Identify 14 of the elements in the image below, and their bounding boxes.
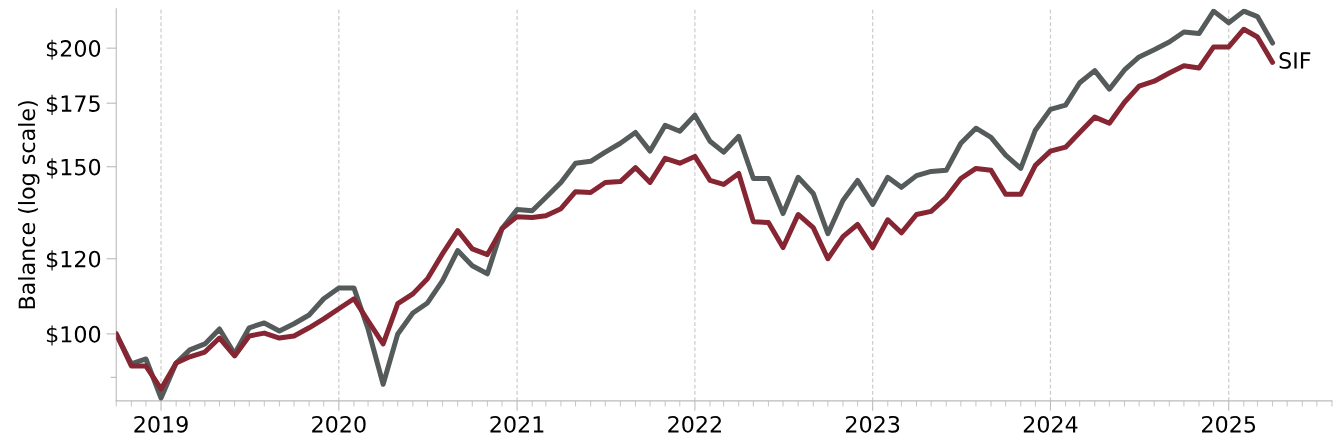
y-tick-label: $200 [46,39,101,60]
x-tick-label: 2023 [846,415,900,433]
y-axis-title: Balance (log scale) [18,101,40,309]
y-tick-label: $120 [46,250,101,271]
x-tick-label: 2021 [490,415,544,433]
x-tick-label: 2024 [1023,415,1078,433]
y-tick-label: $150 [46,158,101,179]
y-tick-label: $175 [46,94,100,115]
series-label: SIF [1279,52,1311,69]
y-tick-label: $100 [46,325,101,346]
x-tick-label: 2019 [134,415,188,433]
x-tick-label: 2022 [668,415,721,433]
x-tick-label: 2025 [1202,415,1256,433]
x-tick-label: 2020 [312,415,366,433]
